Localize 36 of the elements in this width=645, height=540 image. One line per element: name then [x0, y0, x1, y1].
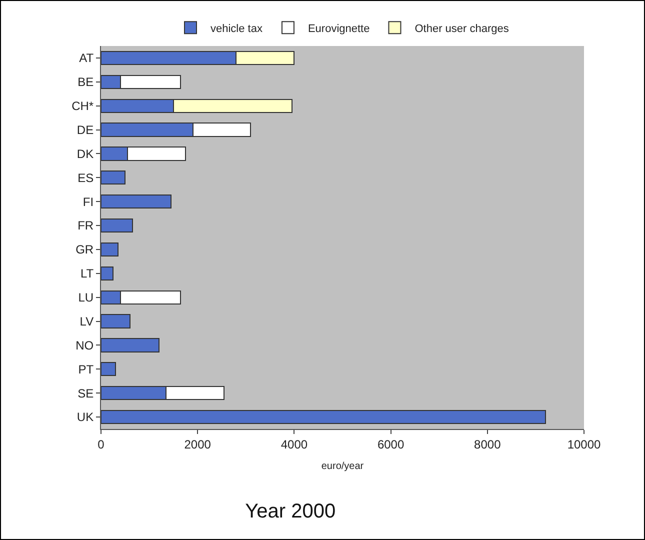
y-tick-label: GR: [76, 242, 94, 257]
y-tick-label: BE: [78, 75, 94, 90]
y-tick-label: LV: [80, 314, 94, 328]
bar: [101, 338, 160, 352]
y-tick-label: DK: [76, 146, 94, 161]
y-tick-label: CH*: [72, 99, 94, 114]
y-tick-label: FR: [78, 218, 94, 233]
x-tick-label: 4000: [280, 437, 308, 452]
bar: [101, 314, 130, 328]
y-tick-label: UK: [76, 410, 94, 424]
legend-label: Other user charges: [414, 22, 510, 35]
x-tick-label: 6000: [377, 437, 404, 452]
x-tick-label: 0: [98, 437, 105, 452]
legend-label: vehicle tax: [210, 22, 263, 35]
bar: [101, 194, 172, 209]
x-axis-title: euro/year: [321, 461, 364, 472]
bar: [101, 170, 126, 185]
y-tick-label: SE: [78, 386, 94, 400]
y-tick-label: LT: [80, 266, 94, 281]
y-tick-label: PT: [78, 362, 94, 376]
y-tick-label: NO: [76, 338, 94, 352]
x-tick-label: 2000: [184, 437, 212, 452]
bar: [101, 218, 133, 233]
bar: [101, 410, 546, 424]
bar: [101, 242, 118, 257]
y-tick-label: LU: [78, 290, 94, 305]
y-tick-label: ES: [78, 170, 94, 185]
bar: [101, 266, 114, 280]
y-tick-label: AT: [79, 51, 94, 66]
y-tick-label: DE: [76, 122, 94, 137]
x-tick-label: 8000: [474, 437, 502, 452]
legend-label: Eurovignette: [308, 22, 370, 35]
bar: [101, 362, 116, 376]
y-tick-label: FI: [82, 194, 94, 209]
text: Year 2000: [245, 500, 336, 522]
x-tick-label: 10000: [567, 437, 602, 452]
